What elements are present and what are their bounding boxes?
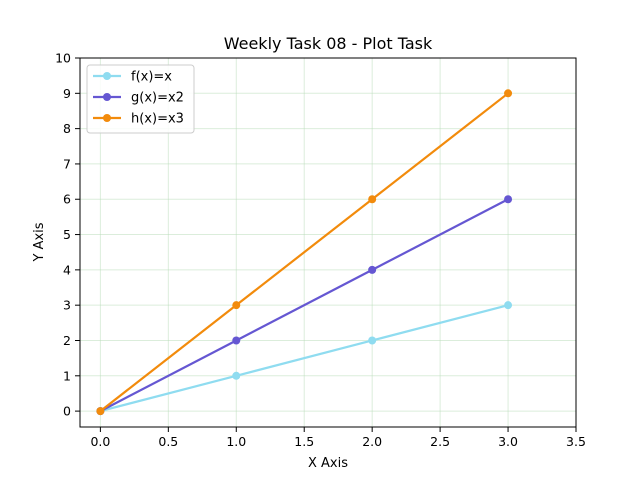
data-point-2-0: [96, 407, 105, 416]
x-tick-label: 0.5: [158, 434, 178, 449]
series-line-2: [99, 92, 509, 412]
series-line-0: [100, 304, 509, 413]
y-axis-label: Y Axis: [32, 222, 47, 262]
y-tick-label: 7: [63, 156, 71, 171]
legend-box: [86, 64, 195, 134]
y-tick-label: 8: [63, 121, 71, 136]
legend-swatch-marker: [103, 72, 111, 80]
y-axis-ticks: 0 1 2 3 4 5 6 7 8 9 10: [55, 51, 80, 419]
legend-label: h(x)=x3: [131, 112, 184, 127]
plot-frame: [79, 57, 577, 428]
data-point-0-2: [368, 336, 377, 345]
data-point-2-3: [504, 89, 513, 98]
y-tick-label: 3: [63, 298, 71, 313]
series-lines: [96, 89, 513, 416]
data-point-2-1: [232, 301, 241, 310]
y-tick-label: 5: [63, 227, 71, 242]
data-point-1-2: [368, 265, 377, 274]
x-tick-label: 3.5: [566, 434, 586, 449]
y-tick-label: 9: [63, 86, 71, 101]
legend-label: f(x)=x: [131, 70, 172, 85]
legend-swatch-marker: [103, 114, 111, 122]
y-tick-label: 4: [63, 262, 71, 277]
x-tick-label: 0.0: [90, 434, 110, 449]
legend-swatch-marker: [103, 93, 111, 101]
y-tick-label: 10: [55, 51, 71, 66]
data-point-0-1: [232, 371, 241, 380]
data-point-1-1: [232, 336, 241, 345]
x-tick-label: 3.0: [498, 434, 518, 449]
y-tick-label: 0: [63, 404, 71, 419]
data-point-1-3: [504, 195, 513, 204]
y-tick-label: 2: [63, 333, 71, 348]
series-line-1: [99, 198, 509, 413]
x-axis-label: X Axis: [308, 456, 348, 471]
data-point-0-3: [504, 301, 513, 310]
legend: f(x)=x g(x)=x2 h(x)=x3: [86, 64, 195, 134]
x-tick-label: 1.5: [294, 434, 314, 449]
chart-title: Weekly Task 08 - Plot Task: [224, 34, 433, 53]
y-tick-label: 6: [63, 192, 71, 207]
x-axis-ticks: 0.0 0.5 1.0 1.5 2.0 2.5 3.0 3.5: [90, 427, 586, 449]
legend-label: g(x)=x2: [131, 91, 184, 106]
data-point-2-2: [368, 195, 377, 204]
y-tick-label: 1: [63, 368, 71, 383]
x-tick-label: 1.0: [226, 434, 246, 449]
x-tick-label: 2.0: [362, 434, 382, 449]
x-tick-label: 2.5: [430, 434, 450, 449]
